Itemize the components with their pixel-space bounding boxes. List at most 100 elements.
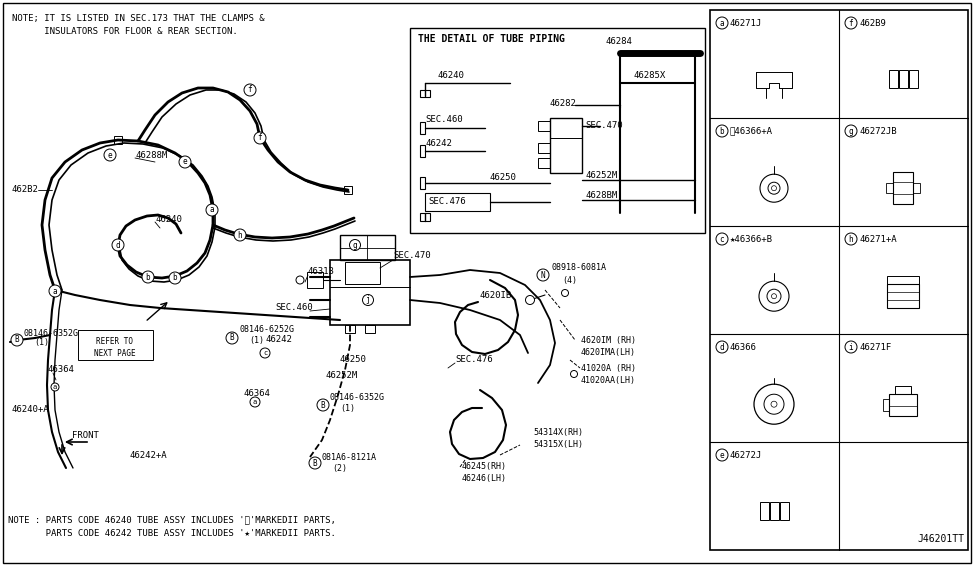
- Text: 4620IMA(LH): 4620IMA(LH): [581, 348, 636, 357]
- Circle shape: [104, 149, 116, 161]
- Bar: [420, 90, 430, 97]
- Bar: [340, 235, 395, 260]
- Text: FRONT: FRONT: [71, 431, 98, 440]
- Bar: [909, 70, 918, 88]
- Text: 4620IM (RH): 4620IM (RH): [581, 336, 636, 345]
- Bar: [307, 272, 323, 288]
- Text: b: b: [720, 126, 724, 135]
- Text: 46366: 46366: [730, 342, 757, 351]
- Bar: [78, 330, 153, 360]
- Bar: [345, 325, 355, 333]
- Bar: [770, 502, 779, 520]
- Bar: [420, 213, 430, 221]
- Text: 08146-6352G: 08146-6352G: [330, 392, 385, 401]
- Text: SEC.470: SEC.470: [585, 122, 623, 131]
- Text: 08146-6352G: 08146-6352G: [24, 328, 79, 337]
- Text: ※46366+A: ※46366+A: [730, 126, 773, 135]
- Text: e: e: [182, 157, 187, 166]
- Text: SEC.460: SEC.460: [425, 115, 462, 125]
- Text: 08146-6252G: 08146-6252G: [239, 325, 294, 335]
- Circle shape: [254, 132, 266, 144]
- Bar: [345, 262, 380, 284]
- Circle shape: [845, 341, 857, 353]
- Bar: [895, 386, 911, 394]
- Text: 41020A (RH): 41020A (RH): [581, 363, 636, 372]
- Bar: [344, 186, 352, 194]
- Text: i: i: [848, 342, 853, 351]
- Circle shape: [112, 239, 124, 251]
- Text: g: g: [353, 241, 357, 250]
- Circle shape: [716, 341, 728, 353]
- Circle shape: [234, 229, 246, 241]
- Circle shape: [250, 397, 260, 407]
- Text: B: B: [230, 333, 234, 342]
- Text: 46246(LH): 46246(LH): [462, 474, 507, 482]
- Text: j: j: [366, 295, 370, 305]
- Circle shape: [317, 399, 329, 411]
- Text: 46271F: 46271F: [859, 342, 891, 351]
- Text: ★46366+B: ★46366+B: [730, 234, 773, 243]
- Circle shape: [11, 334, 23, 346]
- Text: b: b: [145, 272, 150, 281]
- Text: c: c: [263, 350, 267, 356]
- Text: 4620IB: 4620IB: [480, 290, 512, 299]
- Text: 46240+A: 46240+A: [12, 405, 50, 414]
- Bar: [893, 172, 913, 204]
- Bar: [887, 276, 919, 284]
- Text: 46282: 46282: [550, 98, 577, 108]
- Text: f: f: [848, 19, 853, 28]
- Circle shape: [296, 276, 304, 284]
- Text: (2): (2): [332, 465, 347, 474]
- Bar: [538, 121, 550, 131]
- Bar: [913, 183, 920, 193]
- Circle shape: [845, 125, 857, 137]
- Text: c: c: [720, 234, 724, 243]
- Text: (1): (1): [34, 338, 49, 348]
- Text: 46272J: 46272J: [730, 451, 762, 460]
- Circle shape: [845, 17, 857, 29]
- Text: SEC.470: SEC.470: [393, 251, 431, 259]
- Bar: [760, 502, 769, 520]
- Bar: [114, 136, 122, 144]
- Text: h: h: [848, 234, 853, 243]
- Text: 46252M: 46252M: [585, 171, 617, 181]
- Text: 46288M: 46288M: [135, 151, 168, 160]
- Circle shape: [226, 332, 238, 344]
- Bar: [889, 394, 917, 416]
- Text: NOTE : PARTS CODE 46240 TUBE ASSY INCLUDES '※'MARKEDII PARTS,: NOTE : PARTS CODE 46240 TUBE ASSY INCLUD…: [8, 516, 335, 525]
- Text: 46240: 46240: [155, 216, 182, 225]
- Text: 54314X(RH): 54314X(RH): [533, 428, 583, 438]
- Bar: [420, 177, 425, 189]
- Text: f: f: [248, 85, 253, 95]
- Bar: [420, 145, 425, 157]
- Bar: [365, 325, 375, 333]
- Text: (1): (1): [340, 404, 355, 413]
- Bar: [889, 70, 898, 88]
- Text: h: h: [238, 230, 243, 239]
- Circle shape: [716, 125, 728, 137]
- Text: g: g: [848, 126, 853, 135]
- Text: 54315X(LH): 54315X(LH): [533, 440, 583, 449]
- Text: 46364: 46364: [48, 366, 75, 375]
- Circle shape: [169, 272, 181, 284]
- Circle shape: [260, 348, 270, 358]
- Bar: [538, 143, 550, 153]
- Text: SEC.476: SEC.476: [455, 355, 492, 365]
- Circle shape: [570, 371, 577, 378]
- Circle shape: [363, 294, 373, 306]
- Circle shape: [716, 233, 728, 245]
- Text: J46201TT: J46201TT: [917, 534, 964, 544]
- Circle shape: [526, 295, 534, 305]
- Text: INSULATORS FOR FLOOR & REAR SECTION.: INSULATORS FOR FLOOR & REAR SECTION.: [12, 27, 238, 36]
- Bar: [899, 70, 908, 88]
- Text: b: b: [173, 273, 177, 282]
- Bar: [420, 122, 425, 134]
- Text: SEC.476: SEC.476: [428, 198, 466, 207]
- Text: N: N: [541, 271, 545, 280]
- Text: d: d: [720, 342, 724, 351]
- Text: a: a: [210, 205, 214, 215]
- Circle shape: [537, 269, 549, 281]
- Text: NOTE; IT IS LISTED IN SEC.173 THAT THE CLAMPS &: NOTE; IT IS LISTED IN SEC.173 THAT THE C…: [12, 14, 264, 23]
- Text: B: B: [15, 336, 20, 345]
- Circle shape: [51, 383, 59, 391]
